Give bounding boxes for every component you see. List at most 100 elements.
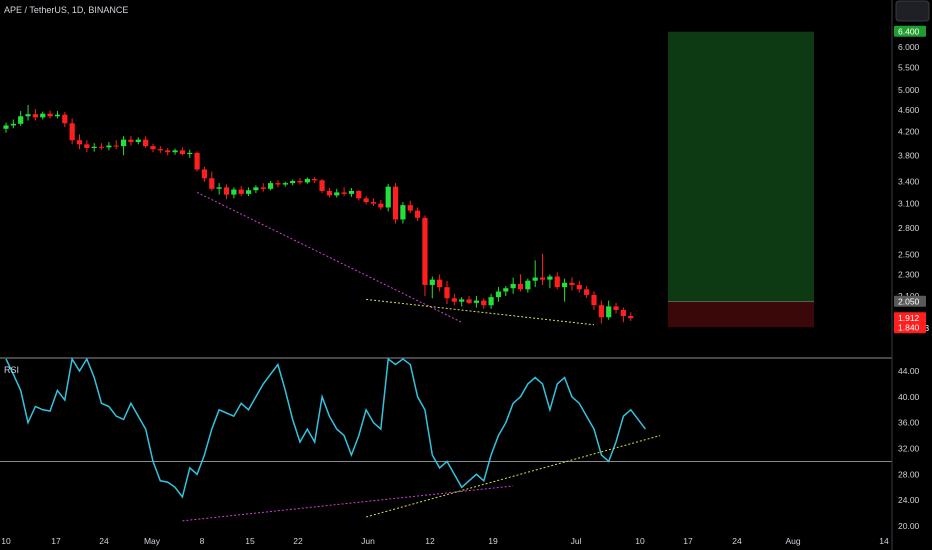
candle[interactable] [378,199,384,210]
candle[interactable] [40,111,46,120]
candle[interactable] [341,187,347,197]
candle[interactable] [62,112,68,128]
candle[interactable] [510,277,516,294]
candle[interactable] [128,136,134,146]
candle[interactable] [76,134,83,150]
candle[interactable] [488,293,494,309]
settings-button[interactable] [895,0,930,22]
candle[interactable] [69,118,75,145]
candle[interactable] [98,143,105,150]
price-trendline[interactable] [196,191,462,323]
candle[interactable] [562,278,568,302]
candle[interactable] [334,188,340,198]
candle[interactable] [113,140,119,150]
candle[interactable] [312,176,318,184]
candle[interactable] [231,187,237,199]
candle[interactable] [172,148,178,155]
candle[interactable] [297,178,303,185]
candle[interactable] [400,202,406,224]
candle[interactable] [157,146,163,153]
candle[interactable] [179,147,185,156]
candle[interactable] [216,183,222,195]
candle[interactable] [84,140,90,153]
candle[interactable] [539,253,546,285]
candle[interactable] [25,104,31,121]
time-axis[interactable]: 10 17 24 May 8 15 22 Jun 12 19 Jul 10 17 24 Aug 14 [1,536,889,546]
candle[interactable] [238,185,244,197]
candle[interactable] [275,180,281,188]
candle[interactable] [429,276,435,299]
candle[interactable] [598,300,604,324]
candle[interactable] [282,181,288,187]
candle[interactable] [392,183,399,224]
candle[interactable] [613,302,619,314]
candle[interactable] [106,141,112,151]
candle[interactable] [628,312,634,321]
candle[interactable] [547,274,553,289]
candle[interactable] [201,166,208,182]
candle[interactable] [223,184,230,200]
candle[interactable] [422,215,428,296]
profit-zone[interactable] [668,31,814,302]
candle[interactable] [517,274,524,292]
candle[interactable] [451,293,457,306]
candle[interactable] [606,300,612,320]
candle[interactable] [363,196,369,205]
candle[interactable] [54,111,61,119]
candle[interactable] [591,291,597,310]
candle[interactable] [121,136,127,156]
candle[interactable] [503,286,509,296]
candle[interactable] [135,137,141,145]
candle[interactable] [10,119,16,129]
candle[interactable] [348,188,355,197]
price-axis[interactable]: 6.000 5.500 5.000 4.600 4.200 3.800 3.400 3.100… [894,25,929,531]
rsi-trendline[interactable] [366,435,661,518]
candle[interactable] [584,286,590,299]
candle[interactable] [150,143,156,153]
candle[interactable] [194,151,200,172]
candle[interactable] [554,272,560,290]
rsi-line[interactable] [5,356,646,499]
candle[interactable] [444,280,450,305]
candle[interactable] [525,278,531,293]
price-pane[interactable] [3,31,814,328]
stop-zone[interactable] [668,301,814,328]
candle[interactable] [187,149,193,158]
candle[interactable] [620,307,626,323]
candle[interactable] [495,287,502,302]
candle[interactable] [481,298,487,309]
candle[interactable] [245,187,252,197]
candle[interactable] [268,181,274,191]
candle[interactable] [532,260,538,288]
candle[interactable] [253,185,259,194]
candle[interactable] [209,171,215,191]
candle[interactable] [356,190,362,201]
candle[interactable] [370,198,377,206]
candle[interactable] [165,147,171,156]
candle-body [459,299,465,302]
candle[interactable] [47,110,53,119]
candle[interactable] [437,274,443,292]
candle[interactable] [304,177,310,184]
rsi-pane[interactable] [0,356,892,522]
candle[interactable] [290,179,296,186]
candle[interactable] [260,183,266,192]
price-trendline[interactable] [366,298,595,326]
candle[interactable] [18,111,24,127]
candle[interactable] [459,297,465,307]
candle[interactable] [466,296,472,305]
candle[interactable] [576,280,582,293]
candle[interactable] [91,143,97,152]
candle[interactable] [385,183,391,212]
candle[interactable] [407,200,413,213]
candle[interactable] [319,178,325,194]
candle[interactable] [3,122,9,133]
candle[interactable] [569,277,575,291]
candle[interactable] [326,188,332,198]
candle[interactable] [32,108,38,121]
candle[interactable] [143,136,149,148]
candle[interactable] [415,207,421,222]
rsi-trendline[interactable] [182,485,514,522]
candle[interactable] [473,296,479,308]
